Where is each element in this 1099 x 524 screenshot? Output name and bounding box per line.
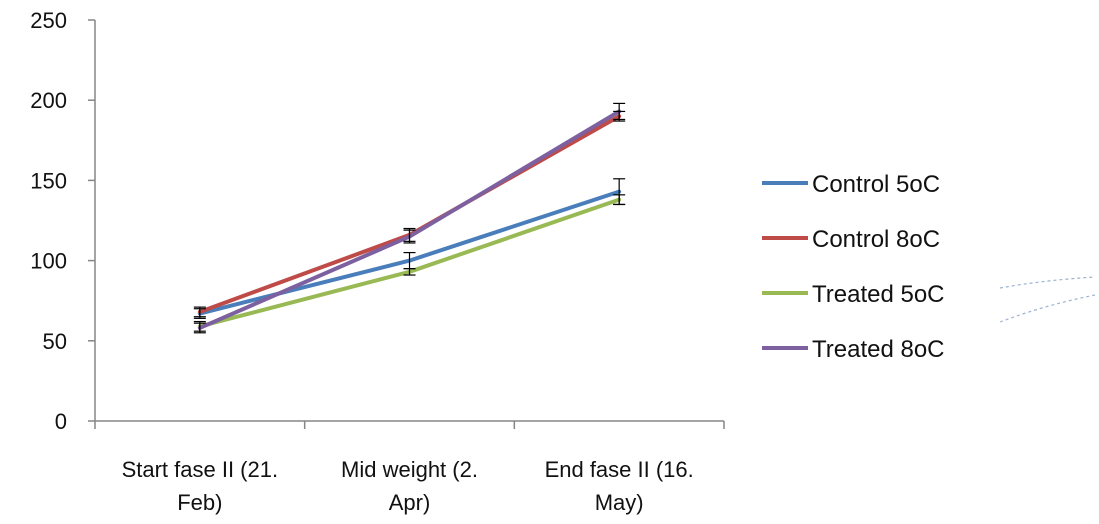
error-bar	[193, 322, 206, 334]
y-tick-label: 250	[30, 8, 67, 33]
x-tick-label: End fase II (16.	[545, 457, 694, 482]
axes	[94, 20, 724, 422]
x-tick-label: May)	[595, 490, 644, 515]
legend-label: Control 8oC	[812, 226, 940, 253]
error-bar	[613, 194, 626, 206]
legend-label: Treated 5oC	[812, 281, 945, 308]
error-bar	[403, 229, 416, 244]
x-tick-label: Apr)	[389, 490, 431, 515]
y-tick-label: 100	[30, 249, 67, 274]
decorative-dash-2	[999, 294, 1096, 323]
error-bars	[193, 102, 626, 334]
decorative-dash-1	[999, 276, 1096, 289]
x-tick-label: Start fase II (21.	[122, 457, 279, 482]
legend-item: Treated 8oC	[762, 336, 945, 363]
y-tick-label: 200	[30, 88, 67, 113]
legend-label: Control 5oC	[812, 171, 940, 198]
series-group	[197, 109, 622, 330]
x-tick-label: Mid weight (2.	[341, 457, 478, 482]
y-tick-label: 0	[55, 409, 67, 434]
error-bar	[403, 268, 416, 276]
decorative-dashed-lines	[999, 276, 1096, 323]
legend: Control 5oC Control 8oC Treated 5oC Treated…	[762, 171, 945, 363]
legend-item: Control 5oC	[762, 171, 940, 198]
legend-item: Treated 5oC	[762, 281, 945, 308]
y-tick-label: 150	[30, 168, 67, 193]
error-bar	[613, 102, 626, 121]
y-tick-label: 50	[43, 329, 67, 354]
error-bar	[193, 306, 206, 318]
x-axis-ticks: Start fase II (21. Feb) Mid weight (2. Apr)…	[94, 421, 725, 515]
legend-label: Treated 8oC	[812, 336, 945, 363]
y-axis-ticks: 0 50 100 150 200 250	[30, 8, 95, 434]
legend-item: Control 8oC	[762, 226, 940, 253]
x-tick-label: Feb)	[177, 490, 222, 515]
